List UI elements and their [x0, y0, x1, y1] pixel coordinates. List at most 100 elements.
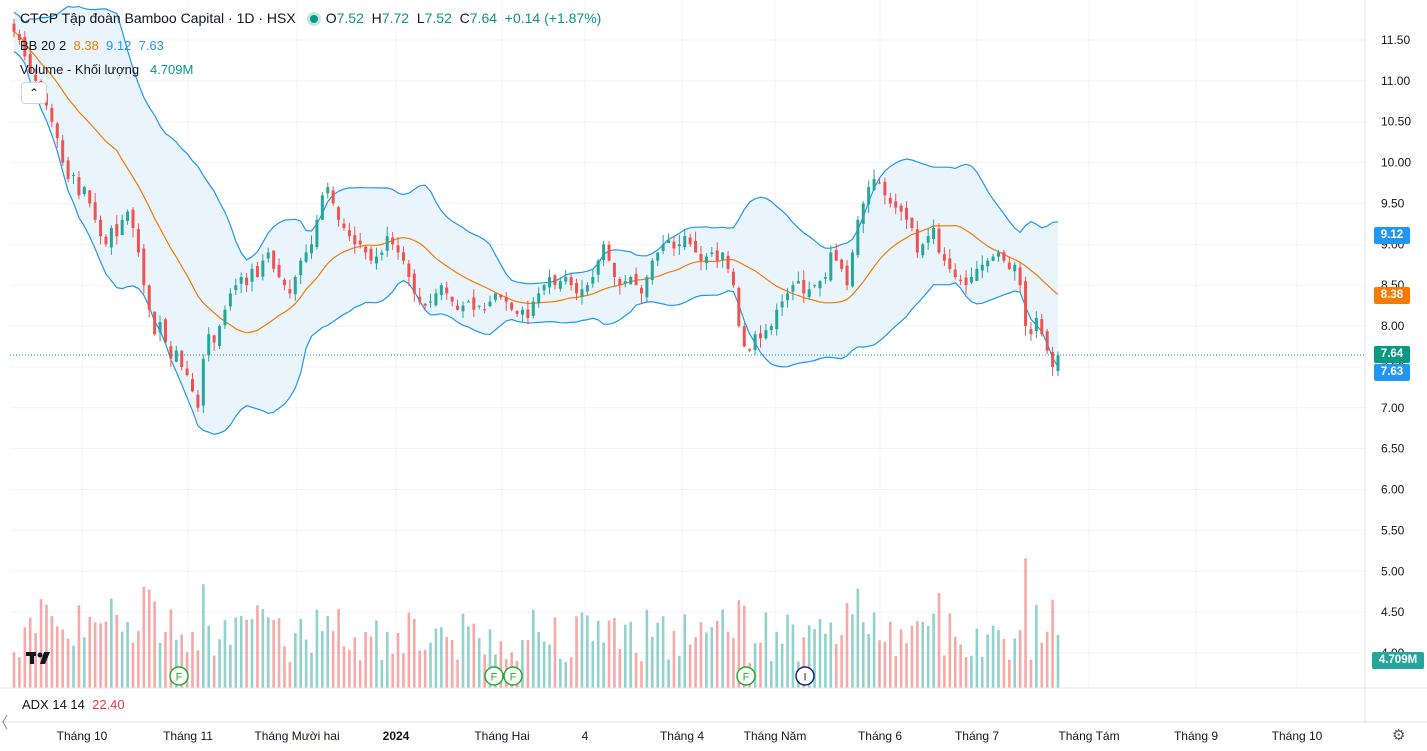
- volume-bar: [1051, 599, 1054, 688]
- candle-body: [986, 260, 990, 267]
- candle-body: [683, 236, 687, 247]
- candle-body: [461, 305, 465, 312]
- candle-body: [153, 311, 157, 335]
- candle-body: [429, 301, 433, 303]
- candle-body: [721, 252, 725, 260]
- candle-body: [99, 219, 103, 237]
- candle-body: [602, 244, 606, 260]
- candle-body: [515, 311, 519, 314]
- candle-body: [861, 203, 865, 224]
- volume-bar: [45, 604, 48, 688]
- candle-body: [401, 252, 405, 261]
- financial-event-marker[interactable]: F: [736, 666, 756, 686]
- volume-bar: [434, 628, 438, 688]
- candle-body: [737, 287, 741, 327]
- svg-text:I: I: [803, 672, 806, 684]
- candle-body: [650, 260, 654, 281]
- volume-bar: [742, 605, 746, 688]
- candle-body: [55, 123, 59, 139]
- volume-bar: [499, 641, 503, 688]
- x-tick-label: Tháng 11: [163, 729, 213, 743]
- candle-body: [50, 107, 54, 122]
- candle-body: [477, 305, 481, 307]
- candle-body: [996, 252, 1000, 257]
- volume-bar: [780, 643, 784, 688]
- candle-body: [418, 296, 422, 302]
- volume-bar: [591, 641, 595, 688]
- volume-bar: [531, 609, 535, 688]
- tradingview-logo-icon[interactable]: [26, 650, 56, 670]
- candle-body: [315, 219, 319, 248]
- candle-body: [899, 205, 903, 212]
- volume-bar: [315, 609, 319, 688]
- financial-event-marker[interactable]: F: [169, 666, 189, 686]
- volume-bar: [358, 660, 362, 688]
- volume-bar: [293, 633, 297, 688]
- volume-bar: [867, 634, 870, 688]
- candle-body: [807, 289, 811, 297]
- candle-body: [780, 301, 784, 308]
- adx-label[interactable]: ADX 14 14: [22, 697, 85, 712]
- y-tick-label: 9.50: [1381, 196, 1405, 210]
- volume-bar: [878, 640, 881, 688]
- volume-bar: [131, 642, 135, 688]
- adx-legend[interactable]: ADX 14 14 22.40: [22, 697, 125, 712]
- volume-bar: [488, 629, 492, 688]
- symbol-title[interactable]: CTCP Tập đoàn Bamboo Capital · 1D · HSX: [20, 10, 296, 26]
- time-axis[interactable]: Tháng 10 Tháng 11 Tháng Mười hai 2024 Tháng …: [57, 729, 1323, 743]
- candle-body: [353, 235, 357, 245]
- volume-bar: [926, 625, 930, 688]
- volume-bar: [623, 624, 627, 688]
- candle-body: [407, 263, 411, 278]
- volume-bar: [759, 642, 762, 688]
- candle-body: [856, 219, 860, 256]
- candle-body: [715, 250, 719, 261]
- candle-body: [1045, 331, 1049, 351]
- volume-bar: [905, 643, 908, 688]
- bb-legend[interactable]: BB 20 2 8.38 9.12 7.63: [20, 38, 164, 53]
- volume-bar: [250, 619, 254, 688]
- bb-label[interactable]: BB 20 2: [20, 38, 67, 53]
- candle-body: [34, 74, 38, 81]
- settings-gear-icon[interactable]: ⚙: [1392, 727, 1406, 744]
- candle-body: [753, 334, 757, 350]
- candle-body: [374, 256, 378, 264]
- upper-band-price-tag: 9.12: [1374, 227, 1410, 244]
- candle-body: [894, 201, 898, 208]
- financial-event-marker[interactable]: F: [503, 666, 523, 686]
- candle-body: [548, 277, 552, 288]
- candle-body: [969, 277, 973, 283]
- volume-bar: [899, 629, 903, 688]
- volume-bar: [737, 600, 741, 688]
- info-event-marker[interactable]: I: [795, 666, 815, 686]
- collapse-chevron-icon[interactable]: ⌃: [21, 82, 47, 104]
- volume-bar: [223, 620, 227, 688]
- scroll-handle-icon[interactable]: [2, 712, 8, 732]
- volume-bar: [407, 612, 411, 688]
- x-tick-label: Tháng Năm: [744, 729, 807, 743]
- symbol-legend[interactable]: CTCP Tập đoàn Bamboo Capital · 1D · HSX O…: [20, 10, 601, 26]
- x-tick-label: Tháng 10: [57, 729, 108, 743]
- volume-bar: [299, 618, 302, 688]
- candle-body: [645, 277, 649, 298]
- candle-body: [542, 285, 546, 291]
- volume-label[interactable]: Volume - Khối lượng: [20, 62, 140, 77]
- volume-bar: [580, 612, 584, 688]
- candle-body: [93, 202, 97, 220]
- volume-bar: [997, 630, 1000, 688]
- candle-body: [758, 333, 762, 339]
- volume-bar: [613, 618, 616, 688]
- volume-bar: [575, 616, 578, 688]
- volume-bar: [1013, 638, 1017, 688]
- financial-event-marker[interactable]: F: [484, 666, 504, 686]
- candle-body: [191, 379, 195, 392]
- volume-bar: [889, 621, 892, 688]
- volume-bar: [786, 614, 789, 688]
- candle-body: [742, 326, 746, 347]
- candle-body: [580, 289, 584, 297]
- candle-body: [834, 249, 838, 261]
- candle-body: [596, 260, 600, 275]
- volume-legend[interactable]: Volume - Khối lượng 4.709M: [20, 62, 193, 77]
